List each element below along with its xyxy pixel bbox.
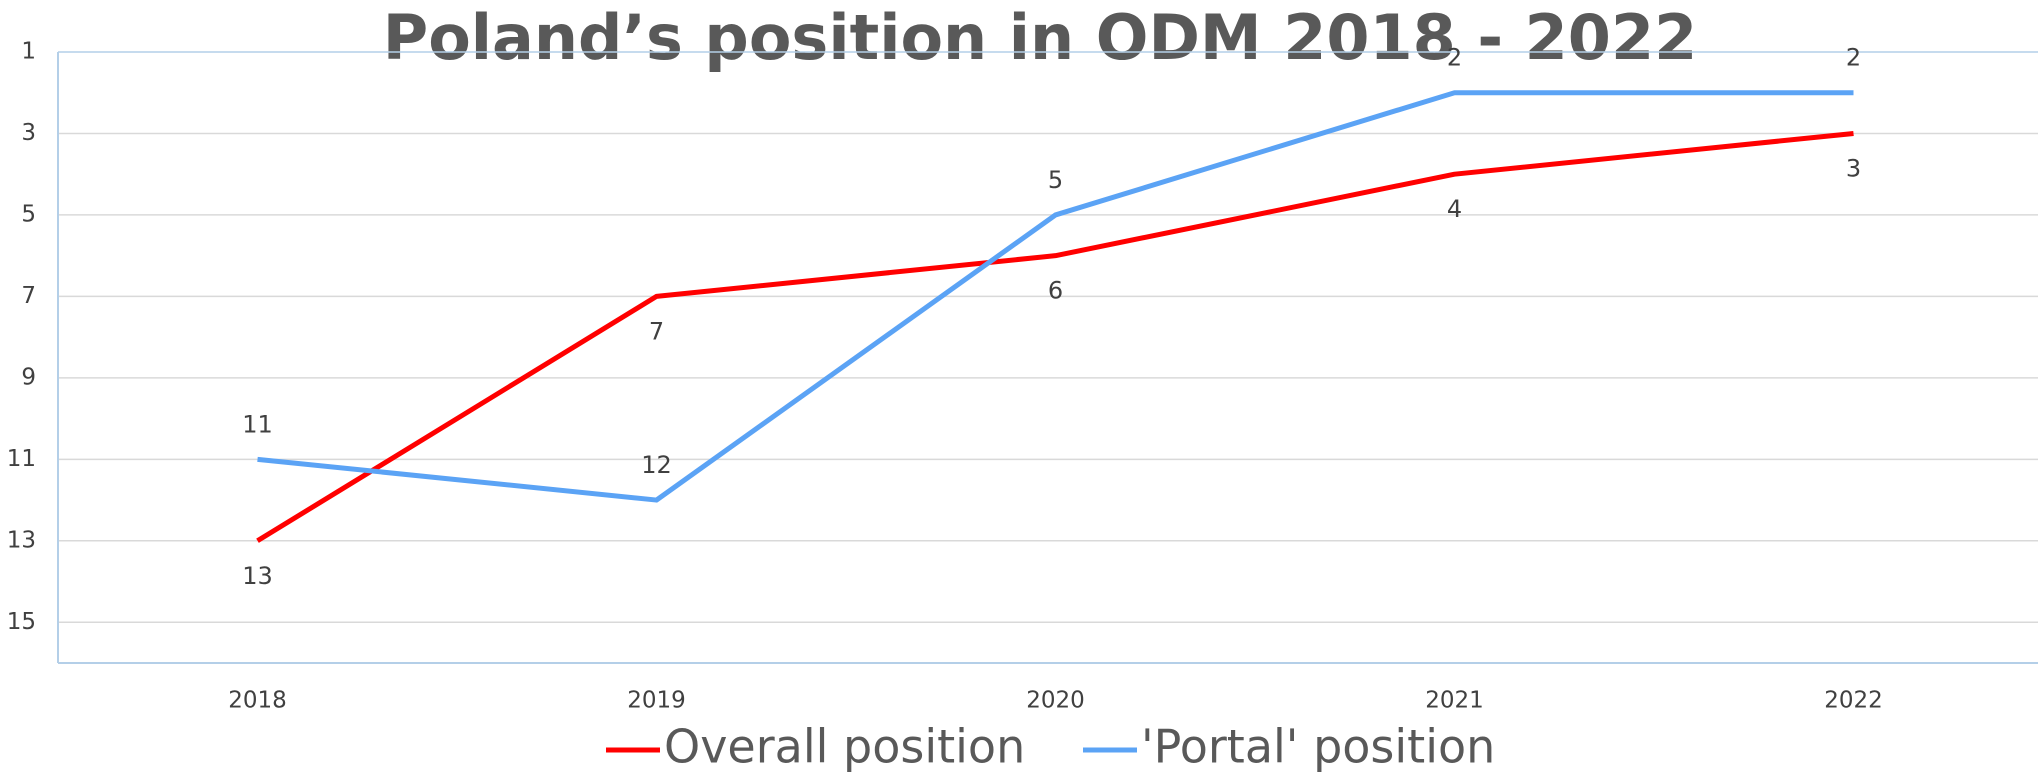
y-tick-label: 15 — [7, 609, 36, 635]
legend-label: 'Portal' position — [1141, 720, 1495, 774]
chart-title: Poland’s position in ODM 2018 - 2022 — [383, 1, 1697, 74]
x-tick-label: 2020 — [1026, 688, 1085, 714]
series-line — [257, 90, 1854, 503]
data-label: 5 — [1048, 166, 1063, 194]
x-tick-label: 2022 — [1824, 688, 1883, 714]
y-tick-label: 3 — [21, 120, 36, 146]
data-label: 2 — [1447, 44, 1462, 72]
data-label: 2 — [1846, 44, 1861, 72]
x-tick-label: 2018 — [228, 688, 287, 714]
data-label: 13 — [242, 562, 273, 590]
data-label: 11 — [242, 410, 273, 438]
y-tick-label: 7 — [21, 283, 36, 309]
y-tick-label: 9 — [21, 364, 36, 390]
y-tick-label: 11 — [7, 446, 36, 472]
data-label: 7 — [649, 317, 664, 345]
x-tick-label: 2021 — [1425, 688, 1484, 714]
y-tick-label: 5 — [21, 201, 36, 227]
data-label: 12 — [641, 451, 672, 479]
x-tick-label: 2019 — [627, 688, 686, 714]
y-tick-label: 1 — [21, 39, 36, 65]
series-line — [256, 130, 1854, 543]
y-tick-label: 13 — [7, 527, 36, 553]
data-label: 6 — [1048, 277, 1063, 305]
data-label: 3 — [1846, 154, 1861, 182]
data-label: 4 — [1447, 195, 1462, 223]
legend-label: Overall position — [664, 720, 1025, 774]
